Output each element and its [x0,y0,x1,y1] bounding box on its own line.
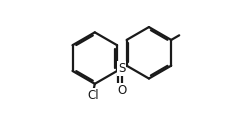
Text: O: O [117,84,126,97]
Text: Cl: Cl [88,89,99,102]
Text: S: S [118,62,125,75]
